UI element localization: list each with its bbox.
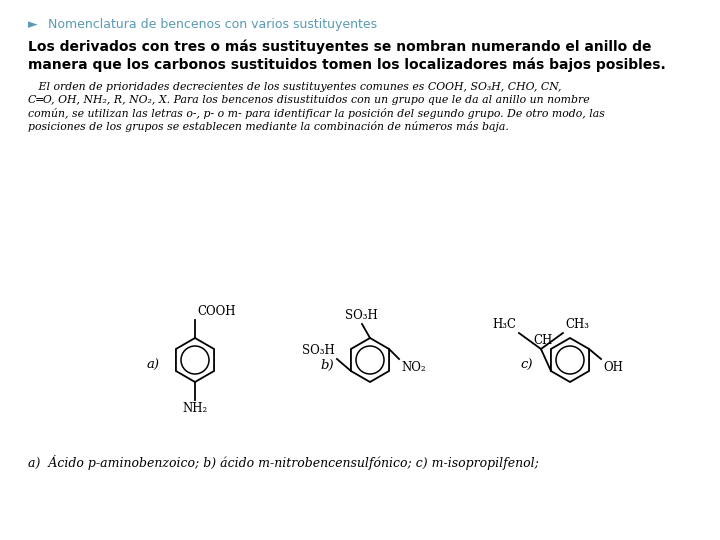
Text: a): a) [147, 359, 160, 372]
Text: NO₂: NO₂ [401, 361, 426, 374]
Text: común, se utilizan las letras o-, p- o m- para identificar la posición del segun: común, se utilizan las letras o-, p- o m… [28, 108, 605, 119]
Text: H₃C: H₃C [492, 318, 516, 331]
Text: Nomenclatura de bencenos con varios sustituyentes: Nomenclatura de bencenos con varios sust… [48, 18, 377, 31]
Text: a)  Ácido p-aminobenzoico; b) ácido m-nitrobencensulfónico; c) m-isopropilfenol;: a) Ácido p-aminobenzoico; b) ácido m-nit… [28, 455, 539, 470]
Text: NH₂: NH₂ [182, 402, 207, 415]
Text: OH: OH [603, 361, 623, 374]
Text: c): c) [520, 359, 533, 372]
Text: El orden de prioridades decrecientes de los sustituyentes comunes es COOH, SO₃H,: El orden de prioridades decrecientes de … [28, 82, 562, 92]
Text: C═O, OH, NH₂, R, NO₂, X. Para los bencenos disustituidos con un grupo que le da : C═O, OH, NH₂, R, NO₂, X. Para los bencen… [28, 95, 590, 105]
Text: CH₃: CH₃ [565, 318, 589, 331]
Text: ►: ► [28, 18, 37, 31]
Text: manera que los carbonos sustituidos tomen los localizadores más bajos posibles.: manera que los carbonos sustituidos tome… [28, 57, 666, 71]
Text: Los derivados con tres o más sustituyentes se nombran numerando el anillo de: Los derivados con tres o más sustituyent… [28, 40, 652, 55]
Text: COOH: COOH [197, 305, 235, 318]
Text: CH: CH [534, 334, 552, 347]
Text: SO₃H: SO₃H [345, 309, 377, 322]
Text: b): b) [320, 359, 333, 372]
Text: SO₃H: SO₃H [302, 344, 335, 357]
Text: posiciones de los grupos se establecen mediante la combinación de números más ba: posiciones de los grupos se establecen m… [28, 121, 509, 132]
